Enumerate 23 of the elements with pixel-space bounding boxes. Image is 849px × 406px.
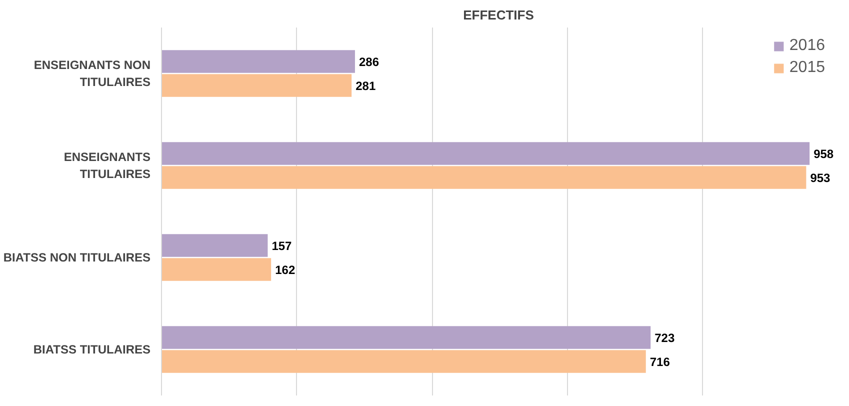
data-label: 953 — [810, 170, 831, 185]
y-tick-label: BIATSS NON TITULAIRES — [3, 250, 151, 264]
bar — [162, 234, 268, 257]
data-label: 716 — [650, 354, 670, 369]
data-label: 958 — [814, 147, 834, 162]
bar — [162, 350, 646, 373]
legend-label: 2015 — [789, 59, 825, 77]
bar — [162, 50, 355, 73]
y-tick-label: BIATSS TITULAIRES — [33, 342, 151, 356]
data-label: 723 — [654, 331, 675, 346]
y-tick-label: ENSEIGNANTS NON TITULAIRES — [34, 58, 151, 89]
bar — [162, 74, 352, 97]
bar — [162, 258, 272, 281]
data-label: 162 — [275, 262, 296, 277]
data-label: 157 — [272, 239, 292, 254]
bar — [162, 166, 806, 189]
chart-title: EFFECTIFS — [463, 8, 534, 22]
data-label: 281 — [356, 78, 376, 93]
bar — [162, 326, 651, 349]
y-tick-label: ENSEIGNANTS TITULAIRES — [64, 150, 151, 181]
bar — [162, 142, 810, 165]
data-label: 286 — [358, 55, 380, 70]
legend-label: 2016 — [789, 37, 825, 55]
